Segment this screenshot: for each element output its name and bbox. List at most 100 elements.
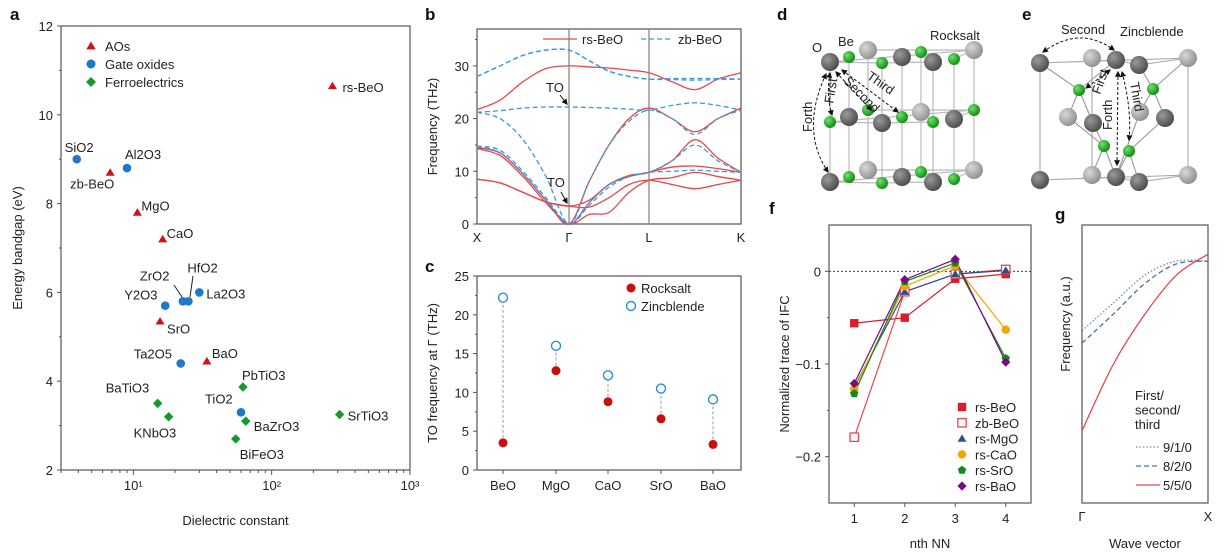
x-tick-label: 10³ [401,478,420,493]
legend-title: second/ [1135,403,1181,418]
legend-label: rs-BeO [975,400,1016,415]
o-atom [821,53,839,71]
y-tick-label: 15 [455,347,469,362]
to-annotation: TO [546,80,564,95]
plot-frame [476,28,742,225]
x-tick-label: 10¹ [124,478,143,493]
panel-letter-d: d [777,5,787,24]
to-arrow [560,191,568,205]
be-atom [1098,140,1110,152]
be-atom [915,166,927,178]
x-axis-label: nth NN [910,536,950,551]
data-point-label: Ta2O5 [134,346,172,361]
data-point-label: La2O3 [206,286,245,301]
legend-marker [957,450,967,459]
legend-label: 8/2/0 [1163,459,1192,474]
legend-label: Ferroelectrics [105,75,184,90]
series-line-5/5/0 [1081,253,1209,431]
data-point-rs-CaO [1001,325,1010,334]
y-tick-label: 0 [462,217,469,232]
y-tick-label: 10 [455,385,469,400]
o-atom [840,108,858,126]
o-atom [1179,166,1197,184]
data-point-rs-BaO [900,275,910,285]
y-axis-label: Frequency (THz) [425,78,440,176]
legend-marker [957,434,967,442]
atom-label-o: O [812,40,822,55]
leader-line [189,275,194,298]
series-line-rs-MgO [853,269,1006,388]
o-atom [965,41,983,59]
panel-letter-b: b [425,5,435,24]
y-tick-label: 30 [455,59,469,74]
y-tick-label: 2 [46,463,53,478]
series-line-rs-BaO [853,258,1007,384]
data-point-label: MgO [141,198,169,213]
be-atom [1147,83,1159,95]
y-axis-label: Normalized trace of IFC [777,295,792,432]
data-point-rs-MgO [950,269,960,278]
legend-label: 5/5/0 [1163,478,1192,493]
legend-title: First/ [1135,388,1164,403]
legend-marker [957,481,967,491]
data-point [327,81,337,90]
data-point-rs-MgO [900,287,910,295]
data-point [155,316,165,325]
data-point [132,208,142,216]
be-atom [1073,84,1085,96]
x-tick-label: BaO [700,478,726,493]
o-atom [1107,51,1125,69]
third-neighbor-arrow [1120,70,1133,142]
data-point-rocksalt [708,439,718,449]
band-line-zb-BeO [476,102,742,113]
y-tick-label: −0.1 [795,357,821,372]
legend-label: rs-MgO [975,432,1018,447]
data-point-rocksalt [603,397,613,407]
o-atom [1156,109,1174,127]
y-tick-label: 0 [814,264,821,279]
leader-line [173,284,183,298]
data-point-label: TiO2 [205,391,233,406]
y-axis-label: TO frequency at Γ (THz) [425,303,440,443]
x-tick-label: X [1204,509,1213,524]
o-atom [965,161,983,179]
data-point [152,398,163,409]
series-line-9/1/0 [1081,259,1209,332]
data-point-label: SrTiO3 [348,409,389,424]
panel-b-band-structure [473,28,742,225]
panel-g-dispersion [1081,224,1209,504]
legend-label: zb-BeO [975,416,1019,431]
be-atom [896,111,908,123]
legend-marker [957,465,967,474]
legend-label: rs-CaO [975,447,1017,462]
y-tick-label: 12 [39,19,53,34]
data-point-label: BaTiO3 [106,380,150,395]
to-arrow [559,94,568,105]
series-line-8/2/0 [1081,260,1209,344]
band-line-rs-BeO [476,65,742,111]
fourth-neighbor-arrow [1114,70,1121,167]
k-point-label: Γ [565,230,572,245]
panel-letter-f: f [769,199,775,218]
be-atom [948,173,960,185]
atom-label-be: Be [838,34,854,49]
x-axis-label: Dielectric constant [182,513,289,528]
data-point [236,407,246,417]
data-point-label: rs-BeO [342,80,383,95]
y-tick-label: 5 [462,424,469,439]
be-atom [876,177,888,189]
band-line-rs-BeO [476,178,742,209]
data-point [195,288,204,297]
k-point-label: L [645,230,652,245]
o-atom [924,173,942,191]
x-tick-label: 3 [952,511,959,526]
o-atom [1083,166,1101,184]
y-tick-label: 8 [46,197,53,212]
o-atom [1130,173,1148,191]
panel-letter-a: a [10,5,20,24]
data-point-rs-BaO [1001,357,1011,367]
data-point-zincblende [550,340,562,352]
panel-e-zincblende-structure [1031,37,1197,191]
data-point-label: Y2O3 [124,288,157,303]
series-line-rs-BeO [854,273,1006,324]
